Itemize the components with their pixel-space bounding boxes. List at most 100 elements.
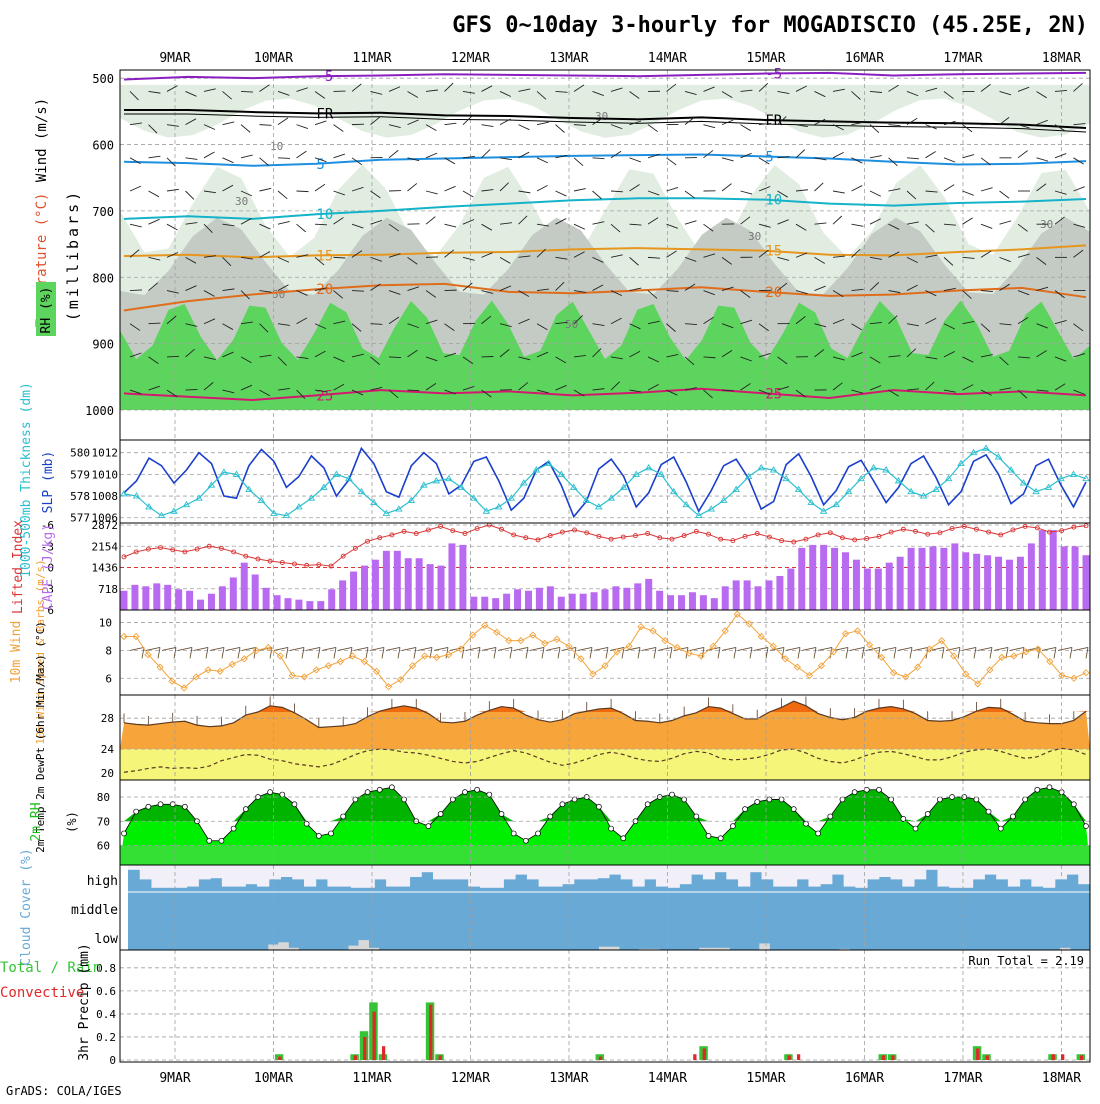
cloud-high-bar <box>503 865 515 879</box>
precip-tick-label: 0.4 <box>96 1008 116 1021</box>
thickness-tick-label: 578 <box>70 490 90 503</box>
wind10m-barb <box>658 647 672 650</box>
cape-bar <box>853 560 860 610</box>
cloud-high-bar <box>527 865 539 879</box>
cape-bar <box>219 586 226 610</box>
date-label-top: 13MAR <box>549 51 588 66</box>
date-label-bottom: 10MAR <box>254 1071 293 1086</box>
cape-bar <box>208 594 215 610</box>
date-label-bottom: 14MAR <box>648 1071 687 1086</box>
chart-title: GFS 0~10day 3-hourly for MOGADISCIO (45.… <box>452 13 1088 38</box>
temp-tick-label: 20 <box>101 767 114 780</box>
wind10m-barb <box>178 647 192 650</box>
isotherm-label: -5 <box>316 69 333 85</box>
wind10m-barb <box>510 647 512 658</box>
date-label-top: 12MAR <box>451 51 490 66</box>
wind-barb <box>297 191 309 192</box>
wind10m-barb <box>526 647 528 658</box>
wind10m-barb <box>498 647 512 650</box>
cloud-high-bar <box>175 865 187 888</box>
cape-tick-label: 2154 <box>92 540 119 553</box>
rh2m-point <box>864 787 869 792</box>
cloud-high-bar <box>973 865 985 879</box>
rh-contour-label: 50 <box>565 318 578 331</box>
cape-bar <box>263 588 270 610</box>
cape-bar <box>580 594 587 610</box>
precip-convective-bar <box>882 1055 885 1060</box>
precip-run-total: Run Total = 2.19 <box>968 954 1084 968</box>
cape-bar <box>427 564 434 610</box>
cape-bar <box>394 551 401 610</box>
wind-barb <box>408 390 420 391</box>
wind10m-barb <box>174 647 176 658</box>
rh2m-point <box>146 804 151 809</box>
precip-convective-bar <box>1080 1055 1083 1060</box>
cloud-low-bar <box>358 940 369 950</box>
rh2m-point <box>730 824 735 829</box>
rh-contour-label: 30 <box>748 230 761 243</box>
precip-convective-bar <box>693 1054 696 1060</box>
thickness-tick-label: 577 <box>70 512 90 525</box>
cape-bar <box>733 580 740 610</box>
cape-bar <box>656 591 663 610</box>
cape-bar <box>295 600 302 610</box>
cloud-high-bar <box>926 865 938 870</box>
wind10m-barb <box>1070 647 1072 658</box>
wind-barb <box>315 224 327 225</box>
rh2m-fill-low <box>120 846 1090 865</box>
wind10m-barb <box>290 647 304 650</box>
slp-tick-label: 1012 <box>92 447 119 460</box>
wind10m-barb <box>818 647 832 650</box>
rh2m-point <box>645 802 650 807</box>
precip-convective-bar <box>439 1055 442 1060</box>
rh2m-point <box>974 797 979 802</box>
panel-frame <box>120 950 1090 1062</box>
cloud-high-bar <box>855 865 867 888</box>
pressure-tick-label: 500 <box>92 72 114 86</box>
wind10m-barb <box>750 647 752 658</box>
cape-bar <box>962 552 969 610</box>
cloud-high-bar <box>456 865 468 879</box>
cape-bar <box>809 545 816 610</box>
wind10m-barb <box>334 647 336 658</box>
rh2m-point <box>743 807 748 812</box>
cape-bar <box>787 569 794 610</box>
cape-bar <box>700 595 707 610</box>
precip-convective-bar <box>891 1055 894 1060</box>
cloud-high-bar <box>586 865 598 879</box>
cape-bar <box>252 574 259 610</box>
wind10m-barb <box>670 647 672 658</box>
cloud-high-bar <box>539 865 551 887</box>
wind10m-barb <box>286 647 288 658</box>
precip-convective-bar <box>278 1057 281 1060</box>
cape-bar <box>776 576 783 610</box>
cape-bar <box>908 548 915 610</box>
cape-bar <box>525 591 532 610</box>
rh2m-point <box>901 816 906 821</box>
cloud-high-bar <box>668 865 680 888</box>
rh2m-point <box>402 797 407 802</box>
cloud-high-bar <box>750 865 762 872</box>
rh2m-point <box>536 831 541 836</box>
precip-convective-bar <box>354 1055 357 1060</box>
cape-bar <box>492 598 499 610</box>
cape-bar <box>645 579 652 610</box>
cape-bar <box>667 595 674 610</box>
wind10m-barb <box>578 647 592 650</box>
wind10m-barb <box>914 647 928 650</box>
cloud-low-bar <box>348 946 359 950</box>
pressure-tick-label: 700 <box>92 205 114 219</box>
rh2m-point <box>353 797 358 802</box>
cloud-high-bar <box>363 865 375 888</box>
date-label-top: 15MAR <box>746 51 785 66</box>
cape-bar <box>558 597 565 610</box>
cape-bar <box>1050 530 1057 610</box>
isotherm-label: 5 <box>765 149 773 165</box>
cape-bar <box>372 560 379 610</box>
cape-bar <box>405 558 412 610</box>
pressure-axis-label: (millibars) <box>64 189 82 321</box>
cape-bar <box>416 558 423 610</box>
cloud-high-bar <box>1043 865 1055 888</box>
wind-tick-label: 10 <box>99 617 112 630</box>
cape-bar <box>547 586 554 610</box>
